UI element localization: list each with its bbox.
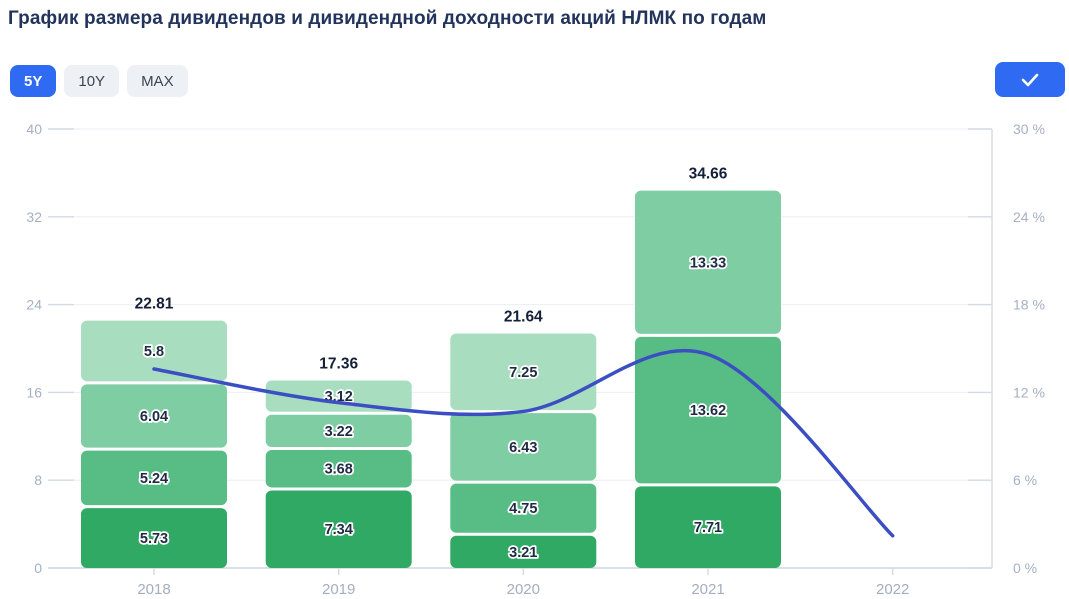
bar-segment-value: 5.24 <box>140 471 168 487</box>
right-axis-label: 0 % <box>1013 560 1037 576</box>
bar-total-value: 34.66 <box>689 166 728 183</box>
range-button-max[interactable]: MAX <box>127 65 188 97</box>
right-axis-label: 18 % <box>1013 297 1045 313</box>
range-button-10y[interactable]: 10Y <box>64 65 120 97</box>
bar-segment-value: 7.34 <box>325 522 353 538</box>
chart-area: 0 0 % 8 6 % 16 12 % 24 18 % 32 24 % 40 30 % 2018 2019… <box>0 110 1069 599</box>
x-axis-label: 2020 <box>507 581 540 598</box>
bar-segment[interactable] <box>81 320 227 382</box>
bar-total-value: 21.64 <box>504 309 543 326</box>
bar-segment[interactable] <box>450 483 597 533</box>
bar-segment[interactable] <box>265 380 412 412</box>
bar-segment-value: 5.73 <box>140 531 168 547</box>
bar-segment[interactable] <box>635 486 781 568</box>
x-axis-label: 2021 <box>691 581 724 598</box>
bar-segment-value: 3.68 <box>325 462 353 478</box>
bar-total-value: 22.81 <box>135 296 174 313</box>
bar-segment[interactable] <box>450 535 597 568</box>
bar-segment[interactable] <box>635 190 781 334</box>
range-selector: 5Y 10Y MAX <box>10 65 188 97</box>
bar-segment[interactable] <box>450 333 597 411</box>
bar-segment-value: 3.22 <box>325 424 353 440</box>
bar-segment[interactable] <box>265 450 412 488</box>
dividend-yield-line <box>152 348 895 538</box>
bar-segment-value: 7.25 <box>509 365 537 381</box>
x-axis-label: 2018 <box>137 581 170 598</box>
bar-segment-value: 13.62 <box>690 403 726 419</box>
bar-segment-value: 7.71 <box>694 520 722 536</box>
check-icon <box>1019 71 1041 89</box>
left-axis-label: 16 <box>26 384 42 400</box>
right-axis-label: 6 % <box>1013 472 1037 488</box>
x-axis-label: 2019 <box>322 581 355 598</box>
left-axis-label: 0 <box>34 560 42 576</box>
bar-segment[interactable] <box>450 413 597 481</box>
bar-segment-value: 13.33 <box>690 255 726 271</box>
bar-segment-value: 6.43 <box>509 440 537 456</box>
left-axis-label: 32 <box>26 209 42 225</box>
bar-segment[interactable] <box>265 414 412 448</box>
left-axis-label: 40 <box>26 121 42 137</box>
bar-segment-value: 3.21 <box>509 545 537 561</box>
toolbar: 5Y 10Y MAX <box>0 62 1069 98</box>
right-axis-label: 30 % <box>1013 121 1045 137</box>
x-axis-label: 2022 <box>876 581 909 598</box>
left-axis-label: 8 <box>34 472 42 488</box>
bar-total-value: 17.36 <box>319 355 358 372</box>
range-button-5y[interactable]: 5Y <box>10 65 57 97</box>
bar-segment-value: 6.04 <box>140 409 168 425</box>
bar-segment[interactable] <box>81 508 227 568</box>
right-axis-label: 24 % <box>1013 209 1045 225</box>
right-axis-label: 12 % <box>1013 384 1045 400</box>
bar-segment-value: 5.8 <box>144 344 164 360</box>
bar-segment[interactable] <box>265 490 412 568</box>
confirm-button[interactable] <box>995 62 1065 97</box>
left-axis-label: 24 <box>26 297 42 313</box>
page-title: График размера дивидендов и дивидендной … <box>8 8 767 29</box>
bar-segment-value: 4.75 <box>509 501 537 517</box>
bar-segment[interactable] <box>81 450 227 506</box>
dividend-chart: 0 0 % 8 6 % 16 12 % 24 18 % 32 24 % 40 30 % 2018 2019… <box>26 121 1045 598</box>
bar-segment[interactable] <box>81 384 227 448</box>
